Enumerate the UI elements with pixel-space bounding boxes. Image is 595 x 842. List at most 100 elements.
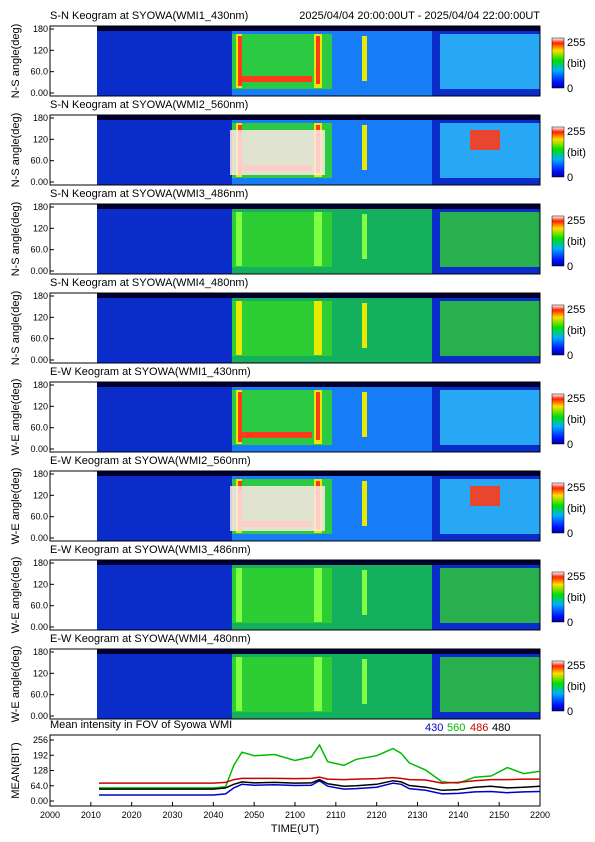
colorbar-unit: (bit)	[567, 236, 586, 248]
legend-entry: 560	[447, 722, 465, 734]
x-tick-label: 2140	[448, 810, 468, 820]
y-axis-label: N-S angle(deg)	[10, 24, 22, 99]
colorbar-unit: (bit)	[567, 503, 586, 515]
colorbar-max: 255	[567, 393, 585, 405]
colorbar-unit: (bit)	[567, 681, 586, 693]
x-tick-label: 2040	[203, 810, 223, 820]
keogram-title: E-W Keogram at SYOWA(WMI3_486nm)	[50, 544, 251, 556]
colorbar-max: 255	[567, 304, 585, 316]
y-tick-label: 60.0	[30, 67, 48, 77]
x-tick-label: 2030	[162, 810, 182, 820]
colorbar-max: 255	[567, 215, 585, 227]
y-tick-label: 120	[33, 668, 48, 678]
date-range: 2025/04/04 20:00:00UT - 2025/04/04 22:00…	[299, 10, 540, 22]
y-axis-label: W-E angle(deg)	[10, 557, 22, 634]
y-tick-label: 0.00	[30, 533, 48, 543]
keogram-panel: S-N Keogram at SYOWA(WMI2_560nm)180 120 60…	[10, 99, 586, 187]
y-tick-label: 0.00	[30, 711, 48, 721]
y-tick-label: 60.0	[30, 690, 48, 700]
legend-entry: 486	[470, 722, 488, 734]
x-tick-label: 2150	[489, 810, 509, 820]
legend-entry: 480	[492, 722, 510, 734]
colorbar-min: 0	[567, 528, 573, 540]
y-tick-label: 120	[33, 45, 48, 55]
legend-entry: 430	[425, 722, 443, 734]
colorbar-min: 0	[567, 172, 573, 184]
series-line-560	[99, 743, 541, 789]
keogram-panel: S-N Keogram at SYOWA(WMI4_480nm)180 120 60…	[10, 277, 586, 365]
colorbar-max: 255	[567, 571, 585, 583]
y-axis-label: W-E angle(deg)	[10, 468, 22, 545]
y-tick-label: 60.0	[30, 156, 48, 166]
colorbar: 255 (bit) 0	[551, 660, 586, 718]
colorbar: 255 (bit) 0	[551, 215, 586, 273]
x-tick-label: 2100	[285, 810, 305, 820]
y-axis-label: N-S angle(deg)	[10, 291, 22, 366]
y-tick-label: 60.0	[30, 334, 48, 344]
y-tick-label: 120	[33, 401, 48, 411]
keogram-title: S-N Keogram at SYOWA(WMI3_486nm)	[50, 188, 248, 200]
keogram-panel: S-N Keogram at SYOWA(WMI1_430nm)180 120 60…	[10, 10, 586, 98]
x-tick-label: 2050	[244, 810, 264, 820]
colorbar-min: 0	[567, 439, 573, 451]
keogram-panel: E-W Keogram at SYOWA(WMI1_430nm)180 120 60…	[10, 366, 586, 455]
colorbar-unit: (bit)	[567, 147, 586, 159]
colorbar: 255 (bit) 0	[551, 482, 586, 540]
colorbar-min: 0	[567, 706, 573, 718]
x-tick-label: 2010	[81, 810, 101, 820]
keogram-panel: E-W Keogram at SYOWA(WMI3_486nm)180 120 60…	[10, 544, 586, 633]
keogram-panel: S-N Keogram at SYOWA(WMI3_486nm)180 120 60…	[10, 188, 586, 276]
colorbar-min: 0	[567, 617, 573, 629]
y-tick-label: 64.0	[30, 781, 48, 791]
y-tick-label: 0.00	[30, 622, 48, 632]
y-tick-label: 0.00	[30, 266, 48, 276]
y-tick-label: 180	[33, 380, 48, 390]
y-tick-label: 180	[33, 558, 48, 568]
y-tick-label: 180	[33, 202, 48, 212]
colorbar-max: 255	[567, 37, 585, 49]
keogram-title: E-W Keogram at SYOWA(WMI4_480nm)	[50, 633, 251, 645]
y-tick-label: 60.0	[30, 245, 48, 255]
series-line-480	[99, 778, 541, 792]
colorbar-min: 0	[567, 83, 573, 95]
colorbar-unit: (bit)	[567, 325, 586, 337]
keogram-title: E-W Keogram at SYOWA(WMI2_560nm)	[50, 455, 251, 467]
y-tick-label: 120	[33, 134, 48, 144]
colorbar: 255 (bit) 0	[551, 126, 586, 184]
y-tick-label: 128	[33, 766, 48, 776]
keogram-panel: E-W Keogram at SYOWA(WMI2_560nm)180 120 60…	[10, 455, 586, 544]
x-tick-label: 2020	[122, 810, 142, 820]
y-tick-label: 120	[33, 490, 48, 500]
y-tick-label: 0.00	[30, 444, 48, 454]
series-line-430	[99, 779, 541, 796]
y-tick-label: 0.00	[30, 177, 48, 187]
keogram-title: S-N Keogram at SYOWA(WMI4_480nm)	[50, 277, 248, 289]
y-tick-label: 0.00	[30, 796, 48, 806]
y-axis-label: W-E angle(deg)	[10, 379, 22, 456]
y-tick-label: 120	[33, 223, 48, 233]
x-tick-label: 2120	[367, 810, 387, 820]
colorbar: 255 (bit) 0	[551, 571, 586, 629]
y-tick-label: 256	[33, 735, 48, 745]
y-tick-label: 60.0	[30, 512, 48, 522]
keogram-panel: E-W Keogram at SYOWA(WMI4_480nm)180 120 60…	[10, 633, 586, 722]
colorbar: 255 (bit) 0	[551, 393, 586, 451]
keogram-title: S-N Keogram at SYOWA(WMI1_430nm)	[50, 10, 248, 22]
x-tick-label: 2000	[40, 810, 60, 820]
y-axis-label: MEAN(BIT)	[10, 742, 22, 798]
colorbar-unit: (bit)	[567, 592, 586, 604]
y-tick-label: 60.0	[30, 601, 48, 611]
y-tick-label: 120	[33, 312, 48, 322]
x-tick-label: 2130	[407, 810, 427, 820]
y-tick-label: 180	[33, 291, 48, 301]
y-tick-label: 180	[33, 469, 48, 479]
keogram-title: S-N Keogram at SYOWA(WMI2_560nm)	[50, 99, 248, 111]
y-tick-label: 180	[33, 113, 48, 123]
y-tick-label: 60.0	[30, 423, 48, 433]
x-tick-label: 2110	[326, 810, 345, 820]
y-tick-label: 0.00	[30, 88, 48, 98]
y-tick-label: 0.00	[30, 355, 48, 365]
y-axis-label: N-S angle(deg)	[10, 202, 22, 277]
colorbar-max: 255	[567, 126, 585, 138]
